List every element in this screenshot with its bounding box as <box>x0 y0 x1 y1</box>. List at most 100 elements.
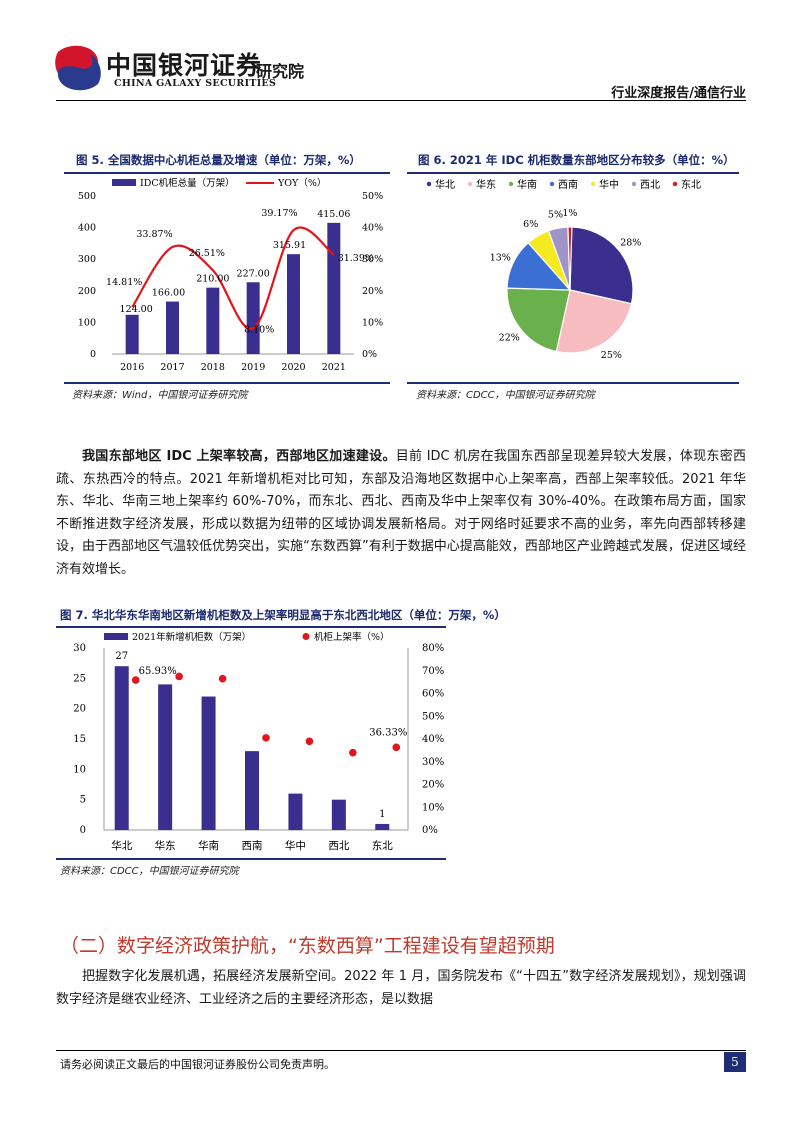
figure6-legend-label: 华中 <box>599 178 619 191</box>
figure5-yoy-label: 39.17% <box>261 208 297 219</box>
institute-name: 研究院 <box>256 62 305 81</box>
figure5-ytick-label: 200 <box>78 286 96 297</box>
page-number: 5 <box>724 1052 746 1072</box>
figure7-ytick-label: 0 <box>80 825 86 836</box>
figure7-dot-label: 65.93% <box>139 666 177 677</box>
figure5-bar <box>125 314 139 354</box>
figure5-y2tick-label: 30% <box>362 254 383 265</box>
figure7-y2tick-label: 30% <box>422 757 444 768</box>
galaxy-logo-icon <box>52 42 104 98</box>
figure5-legend: IDC机柜总量（万架） YOY（%） <box>112 177 326 189</box>
figure5-y2tick-label: 40% <box>362 223 383 234</box>
report-type: 行业深度报告/通信行业 <box>611 86 746 101</box>
figure5-ytick-label: 0 <box>90 349 96 360</box>
figure7-rate-dot <box>392 743 401 752</box>
figure7-top-rule <box>56 626 446 628</box>
figure6-legend-swatch <box>590 181 596 187</box>
figure6-slice-label: 5% <box>548 209 563 220</box>
figure5-yoy-label: 14.81% <box>106 277 142 288</box>
figure7-bar <box>114 666 129 830</box>
figure5-y2tick-label: 50% <box>362 191 383 202</box>
figure7-rate-dot <box>262 734 270 742</box>
figure7-bar <box>245 751 259 830</box>
figure6-slice-label: 6% <box>523 219 538 230</box>
figure7-ytick-label: 20 <box>73 704 86 715</box>
figure5-bar-label: 227.00 <box>237 268 270 279</box>
figure7-xtick-label: 西南 <box>242 839 263 852</box>
figure7-dot-label: 36.33% <box>369 727 407 738</box>
figure7-rate-dot <box>305 737 314 746</box>
figure6-slice <box>555 289 633 354</box>
section-heading: （二）数字经济政策护航，“东数西算”工程建设有望超预期 <box>60 935 555 957</box>
figure6-legend-swatch <box>631 181 637 187</box>
figure5-yoy-label: 31.39% <box>338 253 374 264</box>
figure5-bar <box>206 287 220 354</box>
figure5-xtick-label: 2016 <box>120 362 144 373</box>
figure7-ytick-label: 10 <box>73 764 86 775</box>
figure7-xtick-label: 华南 <box>198 839 219 852</box>
company-name: 中国银河证券 <box>106 51 263 80</box>
company-name-en: CHINA GALAXY SECURITIES <box>114 78 277 89</box>
figure7-rate-dot <box>349 748 357 757</box>
figure5-xtick-label: 2019 <box>241 362 265 373</box>
figure6-legend-label: 西南 <box>558 178 578 191</box>
figure7-bar-label: 27 <box>115 651 128 662</box>
figure7-y2tick-label: 20% <box>422 780 444 791</box>
figure7-ytick-label: 15 <box>73 734 86 745</box>
figure7-bar-label: 1 <box>379 809 385 820</box>
figure5-ytick-label: 100 <box>78 317 96 328</box>
figure7-ytick-label: 25 <box>73 673 86 684</box>
figure6-legend-label: 东北 <box>681 178 701 191</box>
figure5-bar-label: 315.91 <box>273 240 306 251</box>
figure6-slice-label: 1% <box>562 208 577 219</box>
figure7-title: 图 7. 华北华东华南地区新增机柜数及上架率明显高于东北西北地区（单位：万架，%… <box>60 608 506 622</box>
figure6-source: 资料来源：CDCC，中国银河证券研究院 <box>416 390 595 401</box>
figure6-legend-label: 华南 <box>517 178 537 191</box>
figure7-rate-dot <box>131 676 140 684</box>
figure5-yoy-line <box>131 226 335 330</box>
figure6-legend-label: 华东 <box>476 178 496 191</box>
figure6-legend-swatch <box>467 181 473 187</box>
figure7-source: 资料来源：CDCC，中国银河证券研究院 <box>60 866 239 877</box>
figure5-bar <box>166 301 179 354</box>
figure7-y2tick-label: 40% <box>422 734 444 745</box>
figure7-xtick-label: 华中 <box>285 839 306 852</box>
figure6-slice-label: 25% <box>601 350 622 361</box>
figure5-xtick-label: 2021 <box>322 362 346 373</box>
figure7-xtick-label: 东北 <box>372 839 393 852</box>
figure7-ytick-label: 5 <box>80 795 86 806</box>
figure5-bar <box>287 254 300 354</box>
figure7-y2tick-label: 70% <box>422 666 444 677</box>
figure7-ytick-label: 30 <box>73 643 86 654</box>
figure5-ytick-label: 400 <box>78 223 96 234</box>
figure5-yoy-label: 26.51% <box>189 248 225 259</box>
figure7-rate-dot <box>175 672 183 681</box>
figure7-bar <box>158 684 173 830</box>
figure6-title: 图 6. 2021 年 IDC 机柜数量东部地区分布较多（单位：%） <box>418 153 735 167</box>
figure5-legend-bar-swatch <box>112 179 136 186</box>
paragraph-east-west: 我国东部地区 IDC 上架率较高，西部地区加速建设。目前 IDC 机房在我国东西… <box>56 446 746 582</box>
figure6-legend-label: 西北 <box>640 179 660 191</box>
figure5-top-rule <box>64 172 390 174</box>
figure6-slice-label: 13% <box>490 252 511 263</box>
figure7-xtick-label: 西北 <box>328 840 349 852</box>
figure5-bar-label: 166.00 <box>152 288 185 299</box>
figure5-bottom-rule <box>64 382 390 384</box>
figure7-legend-dot-label: 机柜上架率（%） <box>314 631 390 643</box>
figure7-bar <box>331 799 346 830</box>
footer-divider <box>56 1050 746 1051</box>
figure7-y2tick-label: 10% <box>422 802 444 813</box>
section-paragraph: 把握数字化发展机遇，拓展经济发展新空间。2022 年 1 月，国务院发布《“十四… <box>56 969 746 1007</box>
figure7-legend: 2021年新增机柜数（万架） 机柜上架率（%） <box>104 631 390 643</box>
figure6-slice-label: 22% <box>499 332 520 343</box>
figure5-bar <box>327 222 341 354</box>
figure6-chart: 华北 华东 华南 西南 华中 西北 东北 28% 25% 22% 13% 6% 5% 1% <box>426 178 701 361</box>
figure5-bar-label: 124.00 <box>120 304 153 315</box>
figure7-y2tick-label: 60% <box>422 689 444 700</box>
figure7-y2tick-label: 50% <box>422 711 444 722</box>
figure5-bar-label: 415.06 <box>317 209 350 220</box>
figure5-bar <box>246 282 260 354</box>
figure7-y2tick-label: 80% <box>422 643 444 654</box>
figure5-xtick-label: 2017 <box>160 362 184 373</box>
figure5-bar-label: 210.00 <box>196 274 229 285</box>
